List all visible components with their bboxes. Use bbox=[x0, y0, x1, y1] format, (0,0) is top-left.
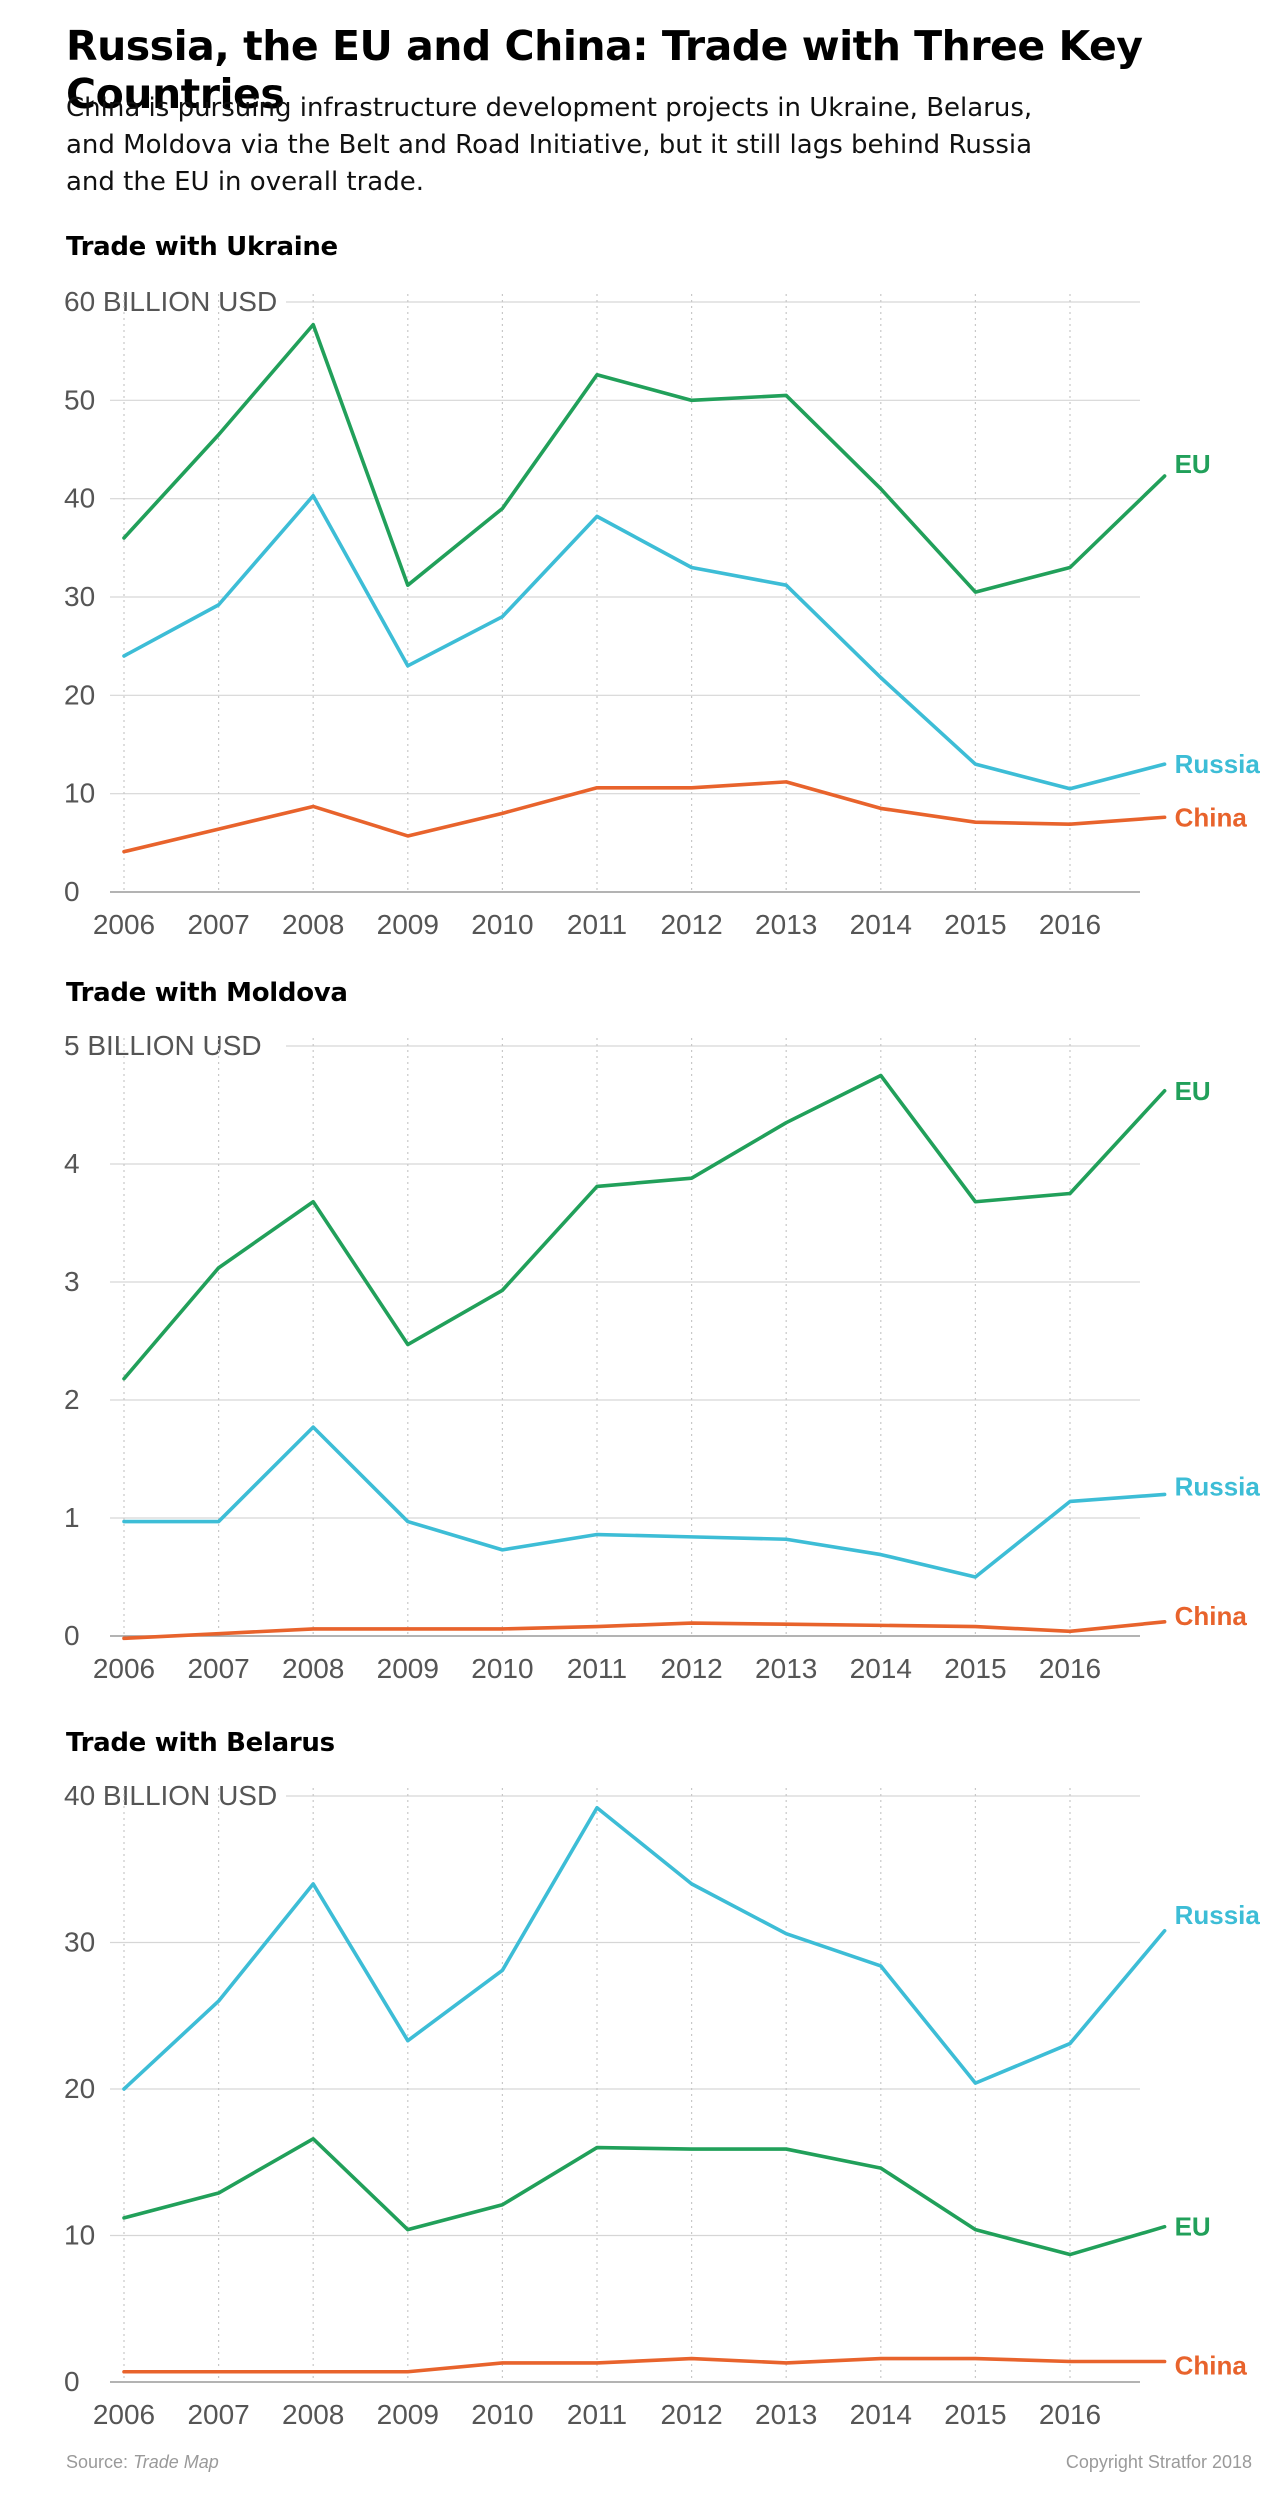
x-tick-label: 2011 bbox=[567, 2399, 627, 2430]
series-label-eu: EU bbox=[1175, 449, 1211, 479]
series-label-china: China bbox=[1175, 2350, 1248, 2380]
x-tick-label: 2010 bbox=[471, 1653, 533, 1684]
x-tick-label: 2010 bbox=[471, 2399, 533, 2430]
series-line-china bbox=[122, 1620, 1167, 1641]
series-line-eu bbox=[122, 322, 1167, 594]
y-tick-label: 0 bbox=[64, 876, 80, 907]
y-tick-label: 20 bbox=[64, 2073, 95, 2104]
series-label-russia: Russia bbox=[1175, 1900, 1261, 1930]
x-tick-label: 2007 bbox=[187, 1653, 249, 1684]
x-tick-label: 2006 bbox=[93, 2399, 155, 2430]
y-tick-label: 10 bbox=[64, 778, 95, 809]
x-tick-label: 2014 bbox=[850, 2399, 912, 2430]
series-label-russia: Russia bbox=[1175, 749, 1261, 779]
x-tick-label: 2012 bbox=[660, 2399, 722, 2430]
y-tick-label: 0 bbox=[64, 1620, 80, 1651]
chart-title-ukraine: Trade with Ukraine bbox=[66, 232, 338, 262]
y-tick-label: 30 bbox=[64, 1927, 95, 1958]
x-tick-label: 2011 bbox=[567, 1653, 627, 1684]
x-tick-label: 2008 bbox=[282, 1653, 344, 1684]
series-line-china bbox=[122, 2356, 1167, 2374]
x-tick-label: 2011 bbox=[567, 909, 627, 940]
x-tick-label: 2013 bbox=[755, 2399, 817, 2430]
chart-title-moldova: Trade with Moldova bbox=[66, 978, 348, 1008]
y-tick-label: 4 bbox=[64, 1148, 80, 1179]
page-subtitle: China is pursuing infrastructure develop… bbox=[66, 93, 1033, 197]
x-tick-label: 2016 bbox=[1039, 2399, 1101, 2430]
x-tick-label: 2012 bbox=[660, 909, 722, 940]
series-line-eu bbox=[122, 2137, 1167, 2257]
y-tick-label: 1 bbox=[64, 1502, 80, 1533]
x-tick-label: 2008 bbox=[282, 2399, 344, 2430]
y-tick-label: 40 BILLION USD bbox=[64, 1780, 277, 1811]
ukraine-trade-chart: 0 10 20 30 40 50 60 BILLION USD 2006 2007 2008 200… bbox=[64, 286, 1261, 940]
x-tick-label: 2009 bbox=[377, 2399, 439, 2430]
copyright-note: Copyright Stratfor 2018 bbox=[1065, 2452, 1252, 2472]
x-tick-label: 2015 bbox=[944, 1653, 1006, 1684]
series-line-eu bbox=[122, 1073, 1167, 1381]
series-label-eu: EU bbox=[1175, 2212, 1211, 2242]
y-tick-label: 60 BILLION USD bbox=[64, 286, 277, 317]
x-tick-label: 2009 bbox=[377, 909, 439, 940]
x-tick-label: 2008 bbox=[282, 909, 344, 940]
x-tick-label: 2016 bbox=[1039, 1653, 1101, 1684]
x-tick-label: 2009 bbox=[377, 1653, 439, 1684]
series-line-russia bbox=[122, 493, 1167, 791]
x-tick-label: 2013 bbox=[755, 1653, 817, 1684]
x-tick-label: 2010 bbox=[471, 909, 533, 940]
x-tick-label: 2015 bbox=[944, 909, 1006, 940]
y-tick-label: 10 bbox=[64, 2220, 95, 2251]
y-tick-label: 0 bbox=[64, 2366, 80, 2397]
series-line-russia bbox=[122, 1425, 1167, 1579]
x-tick-label: 2006 bbox=[93, 1653, 155, 1684]
series-label-china: China bbox=[1175, 1601, 1248, 1631]
y-tick-label: 5 BILLION USD bbox=[64, 1030, 262, 1061]
series-line-china bbox=[122, 780, 1167, 854]
moldova-trade-chart: 0 1 2 3 4 5 BILLION USD 2006 2007 2008 2009 2010 20… bbox=[64, 1030, 1261, 1684]
y-tick-label: 50 bbox=[64, 384, 95, 415]
x-tick-label: 2014 bbox=[850, 1653, 912, 1684]
source-prefix: Source: bbox=[66, 2452, 129, 2472]
page-title: Russia, the EU and China: Trade with Thr… bbox=[66, 22, 1143, 118]
x-tick-label: 2013 bbox=[755, 909, 817, 940]
y-tick-label: 40 bbox=[64, 483, 95, 514]
series-label-eu: EU bbox=[1175, 1076, 1211, 1106]
series-line-russia bbox=[122, 1805, 1167, 2091]
y-tick-label: 3 bbox=[64, 1266, 80, 1297]
source-note: Source: Trade Map bbox=[66, 2452, 219, 2473]
x-tick-label: 2014 bbox=[850, 909, 912, 940]
belarus-trade-chart: 0 10 20 30 40 BILLION USD 2006 2007 2008 2009 201… bbox=[64, 1780, 1261, 2430]
y-tick-label: 20 bbox=[64, 679, 95, 710]
y-tick-label: 2 bbox=[64, 1384, 80, 1415]
x-tick-label: 2007 bbox=[187, 909, 249, 940]
chart-title-belarus: Trade with Belarus bbox=[66, 1728, 335, 1758]
x-tick-label: 2015 bbox=[944, 2399, 1006, 2430]
series-label-russia: Russia bbox=[1175, 1471, 1261, 1501]
x-tick-label: 2012 bbox=[660, 1653, 722, 1684]
x-tick-label: 2006 bbox=[93, 909, 155, 940]
x-tick-label: 2016 bbox=[1039, 909, 1101, 940]
y-tick-label: 30 bbox=[64, 581, 95, 612]
series-label-china: China bbox=[1175, 802, 1248, 832]
x-tick-label: 2007 bbox=[187, 2399, 249, 2430]
source-name: Trade Map bbox=[133, 2452, 219, 2472]
